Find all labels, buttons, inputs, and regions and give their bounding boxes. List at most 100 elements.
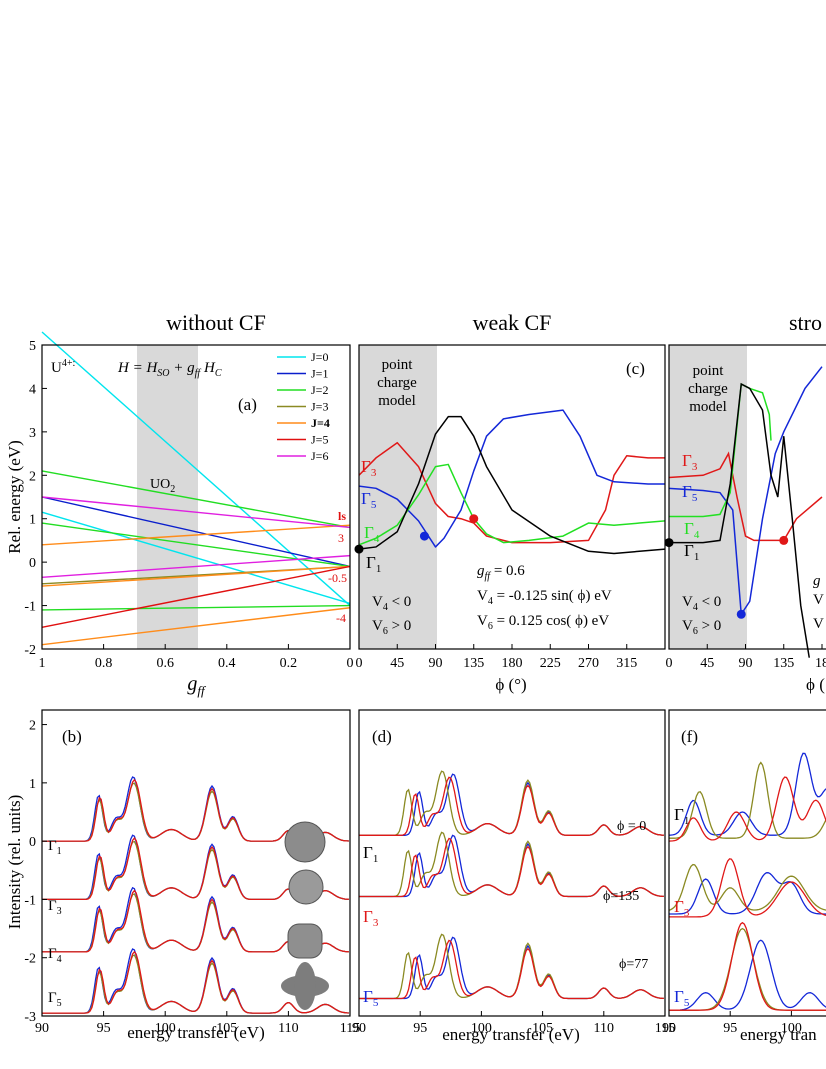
- b-ytick-label: 0: [29, 835, 36, 850]
- b-xtick-label: 105: [216, 1021, 237, 1036]
- right-label-neg05: -0.5: [328, 571, 347, 585]
- a-xtick-label: 1: [39, 656, 46, 671]
- a-ytick-label: 5: [29, 339, 36, 354]
- pf-gamma5: Γ5: [674, 987, 690, 1009]
- panel-d-xlabel: energy transfer (eV): [442, 1025, 580, 1044]
- b-ytick-label: -2: [24, 952, 36, 967]
- panel-c-xlabel: ϕ (°): [495, 675, 526, 694]
- level-line-J4-8: [41, 565, 351, 587]
- pd-phi0: ϕ = 0: [617, 819, 646, 834]
- ylabel-energy: Rel. energy (eV): [5, 440, 24, 553]
- level-line-J6-11: [41, 496, 351, 529]
- panel-a-label: (a): [238, 395, 257, 414]
- a-ytick-label: 2: [29, 469, 36, 484]
- uo2-band: [137, 345, 198, 649]
- f-xtick-label: 100: [781, 1021, 802, 1036]
- c-xtick-label: 45: [390, 656, 404, 671]
- panel-a-yticks: 5 4 3 2 1 0 -1 -2: [24, 339, 47, 658]
- v6-condition: V6 > 0: [372, 618, 411, 637]
- panel-a-xticks: 1 0.8 0.6 0.4 0.2 0: [39, 644, 354, 671]
- c-xtick-label: 0: [356, 656, 363, 671]
- panel-f-label: (f): [681, 727, 698, 746]
- d-xtick-label: 95: [413, 1021, 427, 1036]
- panel-b-yticks: 2 1 0 -1 -2 -3: [24, 719, 47, 1025]
- d-xtick-label: 105: [532, 1021, 553, 1036]
- panel-d: (d) ϕ = 0 ϕ=135 ϕ=77 Γ1 Γ3 Γ5 90 95 100 105…: [352, 709, 675, 1044]
- pd-gamma1: Γ1: [363, 843, 378, 865]
- gamma1-label: Γ1: [366, 553, 381, 575]
- gff-value: gff = 0.6: [477, 563, 525, 582]
- pe-model-line3: model: [689, 399, 727, 415]
- curve-Γ4: [358, 463, 666, 546]
- level-line-J1-2: [41, 496, 351, 568]
- pe-model-line2: charge: [688, 381, 728, 397]
- marker-red: [469, 514, 479, 524]
- panel-a: (a) U4+: H = HSO + gff HC UO2 Rel. energ…: [5, 331, 354, 698]
- legend-label-J5: J=5: [311, 433, 328, 447]
- b-xtick-label: 95: [97, 1021, 111, 1036]
- e-curve-1: [668, 366, 823, 617]
- panel-e-region: [669, 345, 747, 649]
- panel-b-xlabel: energy transfer (eV): [127, 1023, 265, 1042]
- e-marker-blue: [736, 609, 746, 619]
- title-strong-cf: stro: [789, 310, 822, 335]
- level-line-J4-9: [41, 607, 351, 646]
- e-xtick-label: 0: [666, 656, 673, 671]
- a-xtick-label: 0.4: [218, 656, 236, 671]
- panel-f-xticks: 90 95 100: [662, 1011, 802, 1036]
- marker-blue: [419, 531, 429, 541]
- panel-c-xticks: 0 45 90 135 180 225 270 315: [356, 644, 637, 671]
- e-curve-3: [669, 382, 810, 658]
- level-line-J4-7: [41, 524, 351, 546]
- panel-a-legend: J=0 J=1 J=2 J=3 J=4 J=5 J=6: [277, 350, 330, 463]
- d-xtick-label: 110: [594, 1021, 614, 1036]
- d-xtick-label: 115: [655, 1021, 675, 1036]
- a-ytick-label: 0: [29, 556, 36, 571]
- legend-label-J6: J=6: [311, 449, 328, 463]
- d-lines-spectrum-8: [359, 939, 664, 1000]
- d-xtick-label: 90: [352, 1021, 366, 1036]
- a-ytick-label: 4: [29, 382, 36, 397]
- panel-d-label: (d): [372, 727, 392, 746]
- f-lines-spectrum-8: [669, 921, 826, 1011]
- xlabel-gff: gff: [187, 673, 207, 698]
- c-xtick-label: 135: [463, 656, 484, 671]
- b-ytick-label: 2: [29, 719, 36, 734]
- legend-label-J3: J=3: [311, 400, 328, 414]
- level-line-J2-5: [41, 604, 351, 611]
- e-marker-red: [779, 535, 789, 545]
- e-xtick-label: 45: [700, 656, 714, 671]
- v4-equation: V4 = -0.125 sin( ϕ) eV: [477, 588, 612, 607]
- d-xtick-label: 100: [471, 1021, 492, 1036]
- a-ytick-label: 3: [29, 426, 36, 441]
- f-xtick-label: 95: [723, 1021, 737, 1036]
- a-xtick-label: 0.8: [95, 656, 113, 671]
- v6-equation: V6 = 0.125 cos( ϕ) eV: [477, 613, 609, 632]
- pd-phi77: ϕ=77: [619, 957, 648, 972]
- panel-e-frame: [668, 344, 826, 650]
- panel-c: (c) point charge model Γ3 Γ5 Γ4 Γ1 V4 < …: [354, 344, 666, 694]
- f-lines-spectrum-1: [669, 761, 826, 839]
- f-lines-spectrum-2: [668, 776, 826, 842]
- c-xtick-label: 270: [578, 656, 599, 671]
- f-lines-spectrum-0: [668, 752, 826, 836]
- d-lines-spectrum-2: [359, 776, 664, 836]
- gamma5-label: Γ5: [361, 489, 377, 511]
- panel-b-label: (b): [62, 727, 82, 746]
- hamiltonian-label: H = HSO + gff HC: [117, 360, 222, 379]
- point-charge-region: [359, 345, 437, 649]
- panel-f-xlabel: energy tran: [740, 1025, 817, 1044]
- title-without-cf: without CF: [166, 310, 266, 335]
- curve-Γ3: [358, 441, 665, 544]
- panel-a-lines: [41, 331, 351, 646]
- panel-d-lines: [359, 770, 664, 1000]
- curve-Γ1: [358, 415, 666, 555]
- legend-label-J4: J=4: [311, 416, 330, 430]
- b-ytick-label: 1: [29, 777, 36, 792]
- pf-gamma3: Γ3: [674, 897, 690, 919]
- b-xtick-label: 100: [155, 1021, 176, 1036]
- orbital-shape-gamma4-icon: [287, 923, 323, 959]
- e-xtick-label: 135: [773, 656, 794, 671]
- orbital-shape-gamma3-icon: [288, 869, 324, 905]
